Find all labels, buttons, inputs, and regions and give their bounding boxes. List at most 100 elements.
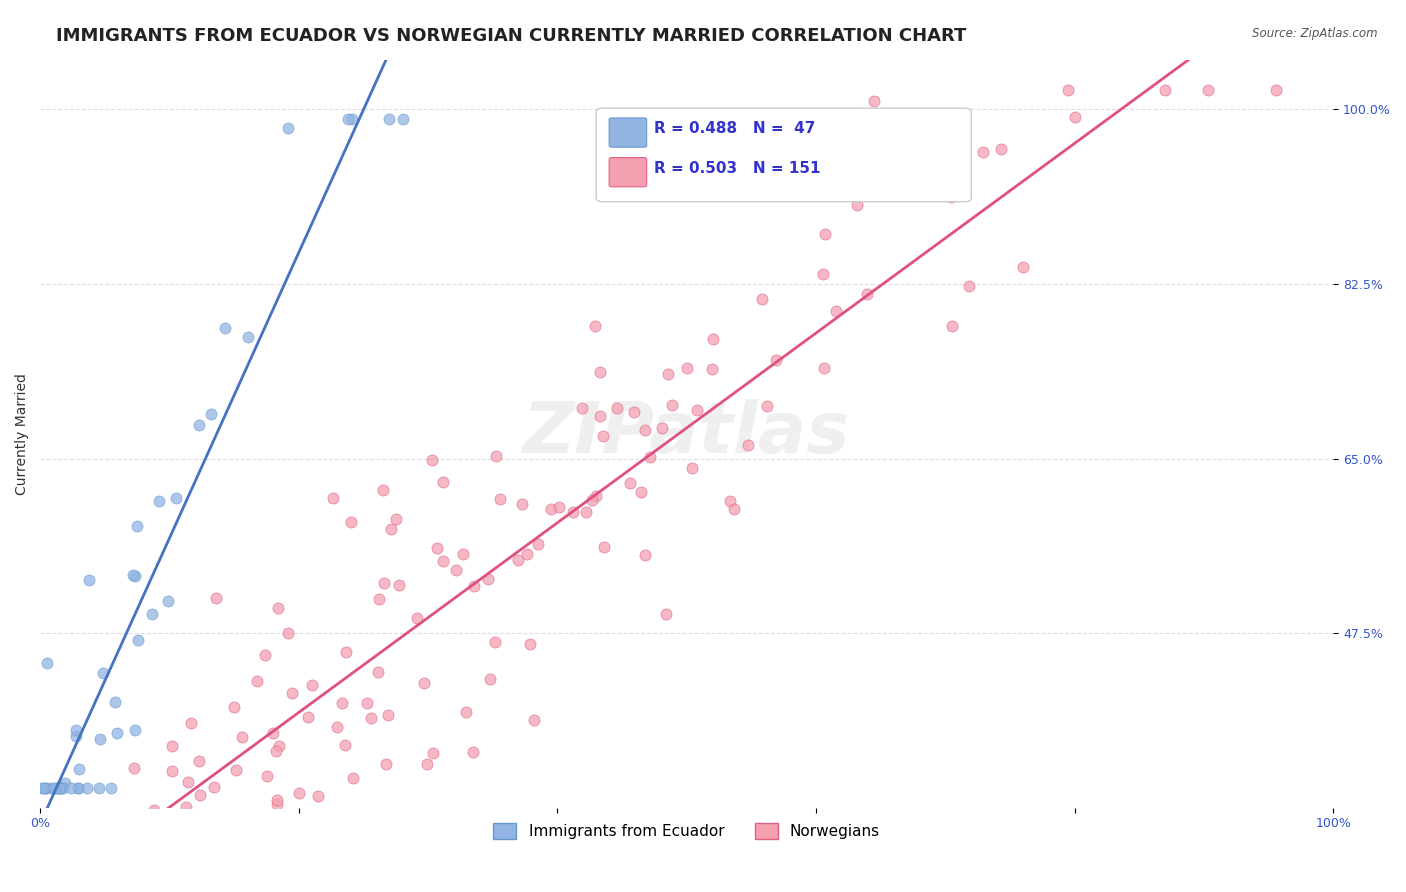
Point <box>585 489 607 503</box>
Point <box>188 417 211 432</box>
Text: R = 0.503   N = 151: R = 0.503 N = 151 <box>654 161 821 177</box>
Point <box>488 492 510 507</box>
Point <box>592 429 614 443</box>
Point <box>444 563 467 577</box>
Point <box>751 292 773 306</box>
Point <box>972 145 994 160</box>
Point <box>49 780 72 795</box>
Point <box>53 776 76 790</box>
Point <box>737 438 759 452</box>
Point <box>246 673 269 688</box>
Point <box>718 494 741 508</box>
Point <box>813 360 835 375</box>
Point <box>451 547 474 561</box>
Point <box>52 780 75 795</box>
Point <box>288 786 311 800</box>
Y-axis label: Currently Married: Currently Married <box>15 373 30 494</box>
Point <box>177 775 200 789</box>
Legend: Immigrants from Ecuador, Norwegians: Immigrants from Ecuador, Norwegians <box>488 817 886 845</box>
Point <box>484 450 506 464</box>
Point <box>35 780 58 795</box>
Point <box>432 475 454 489</box>
Point <box>238 330 260 344</box>
Point <box>250 821 273 835</box>
Point <box>412 676 434 690</box>
Point <box>301 678 323 692</box>
Point <box>42 780 65 795</box>
Point <box>589 409 612 423</box>
Text: IMMIGRANTS FROM ECUADOR VS NORWEGIAN CURRENTLY MARRIED CORRELATION CHART: IMMIGRANTS FROM ECUADOR VS NORWEGIAN CUR… <box>56 27 966 45</box>
Point <box>89 731 111 746</box>
Point <box>506 553 529 567</box>
Point <box>862 94 884 108</box>
Point <box>477 572 499 586</box>
Point <box>416 757 439 772</box>
Point <box>461 745 484 759</box>
Point <box>634 423 657 437</box>
Point <box>277 121 299 136</box>
Point <box>342 771 364 785</box>
Point <box>122 567 145 582</box>
Point <box>630 485 652 500</box>
Point <box>142 821 165 835</box>
Point <box>426 541 449 556</box>
Point <box>335 738 357 752</box>
Point <box>173 821 195 835</box>
Point <box>277 626 299 640</box>
Point <box>60 780 83 795</box>
Point <box>222 700 245 714</box>
Point <box>69 821 91 835</box>
Point <box>46 780 69 795</box>
Point <box>297 821 319 835</box>
Point <box>32 780 55 795</box>
Point <box>657 368 679 382</box>
Point <box>526 537 548 551</box>
Point <box>87 780 110 795</box>
Point <box>335 645 357 659</box>
Point <box>253 648 276 662</box>
Point <box>319 820 342 834</box>
Point <box>326 720 349 734</box>
Point <box>575 505 598 519</box>
Point <box>69 821 91 835</box>
Point <box>307 789 329 804</box>
Point <box>266 797 288 811</box>
Point <box>824 304 846 318</box>
Point <box>373 576 395 591</box>
Point <box>200 408 222 422</box>
Point <box>100 780 122 795</box>
Point <box>267 739 290 754</box>
Point <box>378 112 401 127</box>
Point <box>205 591 228 606</box>
Point <box>990 142 1012 156</box>
Point <box>581 492 603 507</box>
Point <box>1057 82 1080 96</box>
Point <box>225 763 247 777</box>
Point <box>592 541 614 555</box>
Point <box>91 666 114 681</box>
Point <box>256 769 278 783</box>
Point <box>814 227 837 242</box>
FancyBboxPatch shape <box>609 158 647 186</box>
Point <box>65 729 87 743</box>
Text: ZIPatlas: ZIPatlas <box>523 400 851 468</box>
Point <box>245 821 267 835</box>
Point <box>39 780 62 795</box>
Point <box>846 198 869 212</box>
Point <box>422 746 444 760</box>
Point <box>67 762 90 776</box>
Point <box>122 821 145 835</box>
Point <box>463 579 485 593</box>
Point <box>46 780 69 795</box>
Point <box>1064 110 1087 124</box>
Point <box>124 569 146 583</box>
Point <box>108 821 131 835</box>
Point <box>165 491 187 506</box>
Point <box>66 780 89 795</box>
Point <box>638 450 661 464</box>
Point <box>547 500 569 514</box>
Point <box>105 726 128 740</box>
Point <box>755 399 778 413</box>
Point <box>813 267 835 281</box>
Point <box>35 656 58 670</box>
